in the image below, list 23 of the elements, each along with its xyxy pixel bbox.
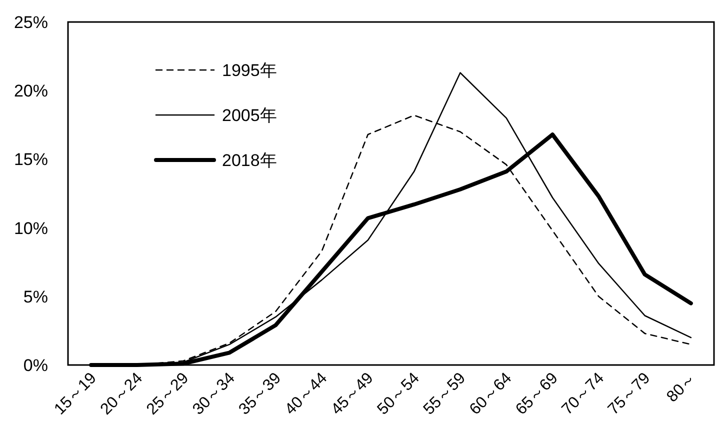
x-tick-label: 50～54 <box>374 370 423 418</box>
x-tick-label: 75～79 <box>605 370 654 418</box>
legend-label: 2018年 <box>222 151 277 170</box>
legend-label: 1995年 <box>222 61 277 80</box>
x-tick-label: 20～24 <box>98 370 146 418</box>
x-tick-label: 55～59 <box>420 370 470 418</box>
legend-label: 2005年 <box>222 106 277 125</box>
x-tick-label: 65～69 <box>512 370 562 418</box>
x-tick-label: 25～29 <box>144 370 192 418</box>
x-tick-label: 45～49 <box>328 370 377 418</box>
x-tick-label: 15～19 <box>51 370 100 418</box>
x-tick-label: 60～64 <box>466 370 516 418</box>
x-tick-label: 70～74 <box>558 370 608 418</box>
x-tick-label: 35～39 <box>236 370 285 418</box>
x-tick-label: 80～ <box>664 370 700 406</box>
y-tick-label: 10% <box>14 218 48 238</box>
y-tick-label: 0% <box>23 356 48 375</box>
y-tick-label: 5% <box>23 287 48 306</box>
y-tick-label: 25% <box>14 13 48 32</box>
y-tick-label: 20% <box>14 82 48 101</box>
y-tick-label: 15% <box>14 150 48 170</box>
x-tick-label: 40～44 <box>282 370 331 418</box>
x-tick-label: 30～34 <box>190 370 238 418</box>
